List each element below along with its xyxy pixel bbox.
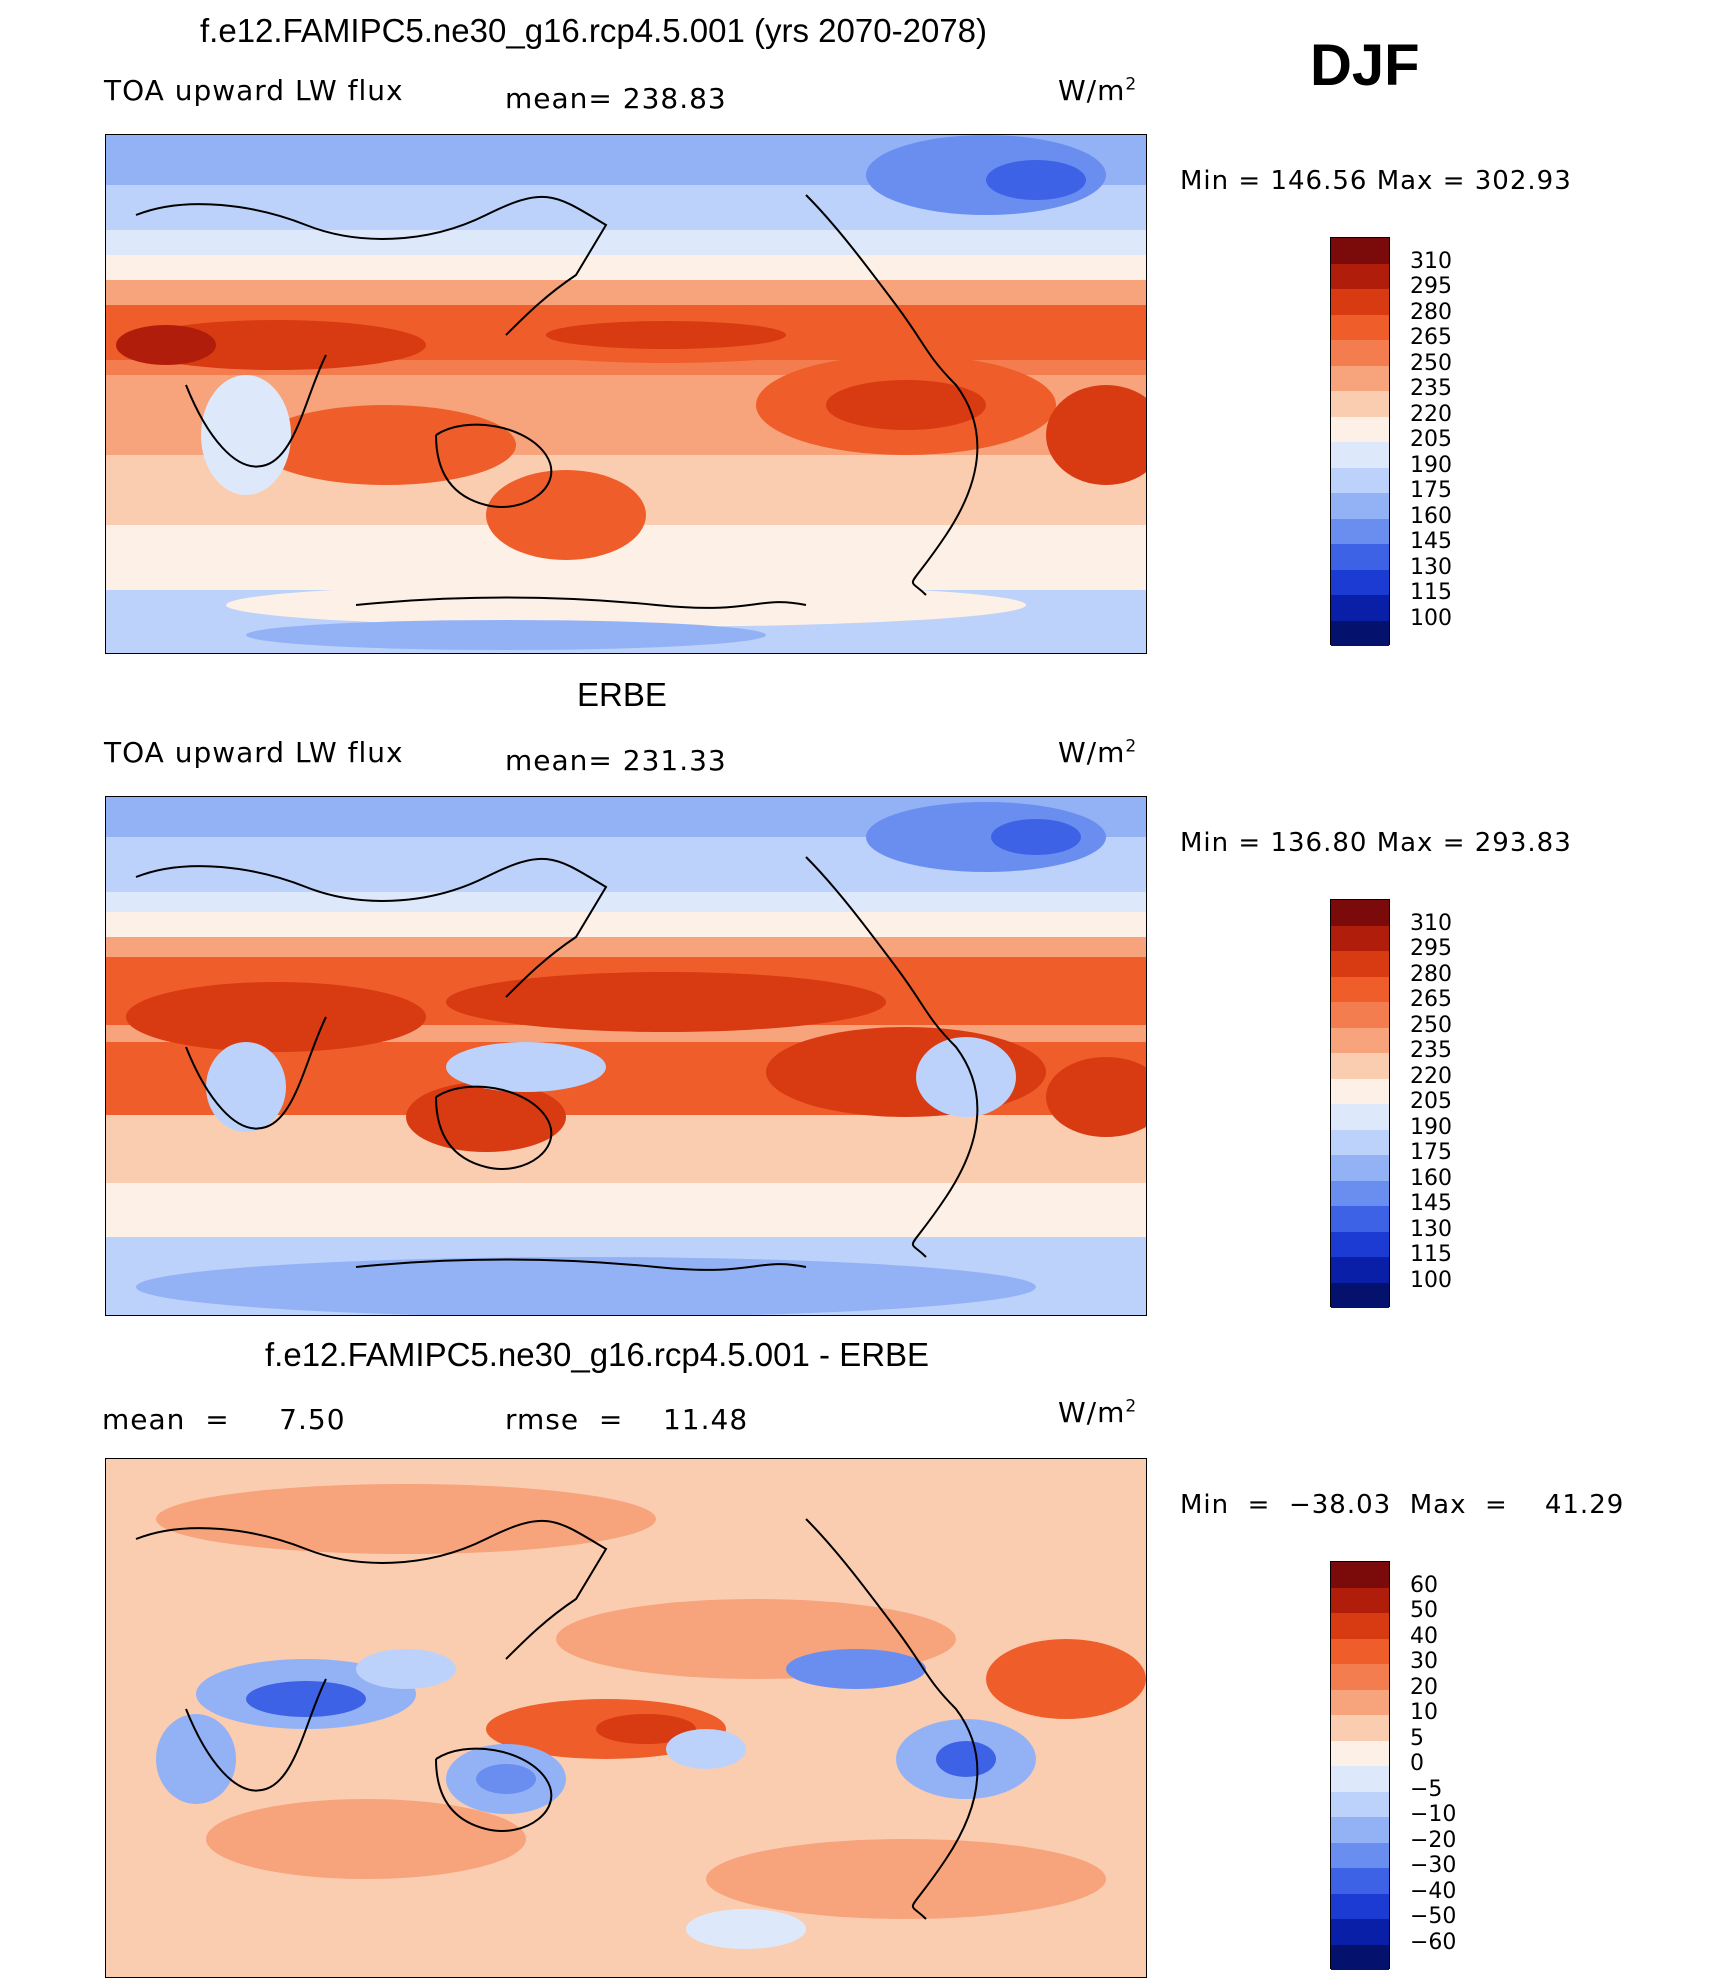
- panel2-tick: 190: [1410, 1115, 1452, 1140]
- panel2-map: [105, 796, 1147, 1316]
- panel3-tick: −10: [1410, 1802, 1457, 1827]
- model-olr-map: [106, 135, 1146, 653]
- panel3-tick: 20: [1410, 1675, 1438, 1700]
- panel1-tick: 130: [1410, 555, 1452, 580]
- panel2-variable-label: TOA upward LW flux: [104, 736, 404, 769]
- panel1-tick: 265: [1410, 325, 1452, 350]
- panel2-tick: 280: [1410, 962, 1452, 987]
- panel1-tick: 235: [1410, 376, 1452, 401]
- panel3-map: [105, 1458, 1147, 1978]
- panel3-tick: 30: [1410, 1649, 1438, 1674]
- erbe-olr-map: [106, 797, 1146, 1315]
- panel3-tick: −20: [1410, 1828, 1457, 1853]
- panel3-tick: 50: [1410, 1598, 1438, 1623]
- panel2-tick: 205: [1410, 1089, 1452, 1114]
- panel3-colorbar: [1330, 1561, 1390, 1970]
- panel2-tick: 265: [1410, 987, 1452, 1012]
- panel1-tick: 280: [1410, 300, 1452, 325]
- panel1-tick: 310: [1410, 249, 1452, 274]
- panel2-tick: 115: [1410, 1242, 1452, 1267]
- panel1-title: f.e12.FAMIPC5.ne30_g16.rcp4.5.001 (yrs 2…: [200, 12, 987, 49]
- panel1-tick: 145: [1410, 529, 1452, 554]
- panel2-minmax: Min = 136.80 Max = 293.83: [1180, 828, 1572, 858]
- season-label: DJF: [1310, 33, 1420, 98]
- panel2-tick: 295: [1410, 936, 1452, 961]
- panel2-tick: 100: [1410, 1268, 1452, 1293]
- panel2-tick: 160: [1410, 1166, 1452, 1191]
- panel1-colorbar: [1330, 237, 1390, 646]
- panel1-tick: 250: [1410, 351, 1452, 376]
- panel1-tick: 190: [1410, 453, 1452, 478]
- panel3-tick: −30: [1410, 1853, 1457, 1878]
- panel1-tick: 160: [1410, 504, 1452, 529]
- panel2-tick: 250: [1410, 1013, 1452, 1038]
- panel3-units: W/m2: [1058, 1396, 1138, 1429]
- panel1-tick: 205: [1410, 427, 1452, 452]
- panel2-units: W/m2: [1058, 736, 1138, 769]
- panel1-tick: 295: [1410, 274, 1452, 299]
- panel2-tick: 145: [1410, 1191, 1452, 1216]
- panel2-tick: 220: [1410, 1064, 1452, 1089]
- panel1-variable-label: TOA upward LW flux: [104, 74, 404, 107]
- panel2-tick: 235: [1410, 1038, 1452, 1063]
- panel3-tick: −50: [1410, 1904, 1457, 1929]
- panel3-tick: 60: [1410, 1573, 1438, 1598]
- panel1-tick: 115: [1410, 580, 1452, 605]
- panel2-colorbar: [1330, 899, 1390, 1308]
- panel2-title: ERBE: [577, 676, 667, 713]
- panel3-tick: −5: [1410, 1777, 1443, 1802]
- panel3-mean-label: mean = 7.50: [102, 1403, 346, 1436]
- panel2-tick: 130: [1410, 1217, 1452, 1242]
- panel2-tick: 175: [1410, 1140, 1452, 1165]
- panel3-rmse-label: rmse = 11.48: [505, 1403, 749, 1436]
- panel1-tick: 220: [1410, 402, 1452, 427]
- panel3-tick: 0: [1410, 1751, 1424, 1776]
- panel3-tick: 40: [1410, 1624, 1438, 1649]
- panel1-tick: 175: [1410, 478, 1452, 503]
- panel1-mean-label: mean= 238.83: [505, 82, 727, 115]
- panel2-mean-label: mean= 231.33: [505, 744, 727, 777]
- panel3-tick: 10: [1410, 1700, 1438, 1725]
- panel1-tick: 100: [1410, 606, 1452, 631]
- panel3-tick: −40: [1410, 1879, 1457, 1904]
- panel2-tick: 310: [1410, 911, 1452, 936]
- panel3-minmax: Min = −38.03 Max = 41.29: [1180, 1490, 1625, 1520]
- panel1-map: [105, 134, 1147, 654]
- difference-map: [106, 1459, 1146, 1977]
- panel1-units: W/m2: [1058, 74, 1138, 107]
- panel3-title: f.e12.FAMIPC5.ne30_g16.rcp4.5.001 - ERBE: [265, 1336, 930, 1373]
- panel3-tick: −60: [1410, 1930, 1457, 1955]
- panel1-minmax: Min = 146.56 Max = 302.93: [1180, 166, 1572, 196]
- panel3-tick: 5: [1410, 1726, 1424, 1751]
